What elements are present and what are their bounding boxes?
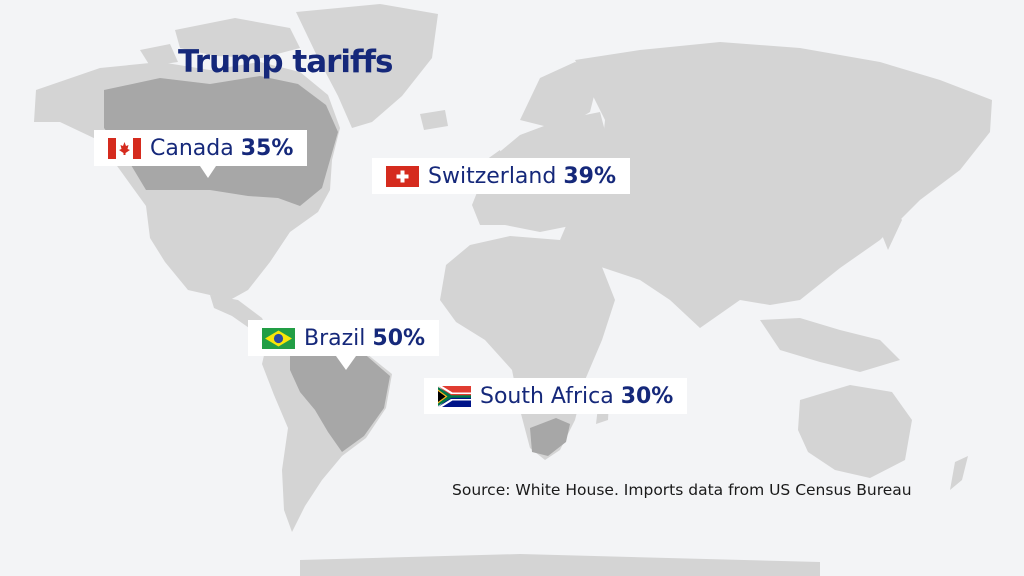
switzerland-flag-icon bbox=[386, 165, 419, 187]
land-southeast-asia bbox=[760, 318, 900, 372]
map-title: Trump tariffs bbox=[178, 44, 393, 80]
land-asia bbox=[560, 42, 992, 328]
land-greenland bbox=[296, 4, 438, 128]
land-south-africa bbox=[530, 418, 570, 456]
label-canada: Canada 35% bbox=[94, 130, 308, 166]
switzerland-tariff-rate: 39% bbox=[563, 163, 616, 189]
brazil-tariff-rate: 50% bbox=[372, 325, 426, 351]
switzerland-name: Switzerland bbox=[428, 163, 557, 189]
land-australia bbox=[798, 385, 912, 478]
land-africa bbox=[440, 236, 615, 460]
land-new-zealand bbox=[950, 456, 968, 490]
label-south-africa: South Africa 30% bbox=[424, 378, 688, 414]
south-africa-tariff-rate: 30% bbox=[620, 383, 674, 409]
land-japan bbox=[880, 206, 902, 250]
brazil-name: Brazil bbox=[304, 325, 366, 351]
canada-name: Canada bbox=[150, 135, 234, 161]
source-note: Source: White House. Imports data from U… bbox=[452, 481, 912, 499]
label-brazil: Brazil 50% bbox=[248, 320, 440, 356]
land-brazil bbox=[290, 336, 390, 452]
brazil-label-pointer bbox=[336, 356, 356, 370]
land-scandinavia bbox=[520, 62, 600, 130]
land-iceland bbox=[420, 110, 448, 130]
canada-flag-icon bbox=[108, 137, 141, 159]
south-africa-name: South Africa bbox=[480, 383, 614, 409]
land-antarctica bbox=[300, 554, 820, 576]
land-arctic-islands bbox=[175, 18, 300, 58]
south-africa-flag-icon bbox=[438, 385, 471, 407]
label-switzerland: Switzerland 39% bbox=[372, 158, 630, 194]
brazil-flag-icon bbox=[262, 327, 295, 349]
canada-tariff-rate: 35% bbox=[240, 135, 294, 161]
canada-label-pointer bbox=[200, 166, 216, 178]
land-arctic-islands-2 bbox=[140, 44, 178, 66]
